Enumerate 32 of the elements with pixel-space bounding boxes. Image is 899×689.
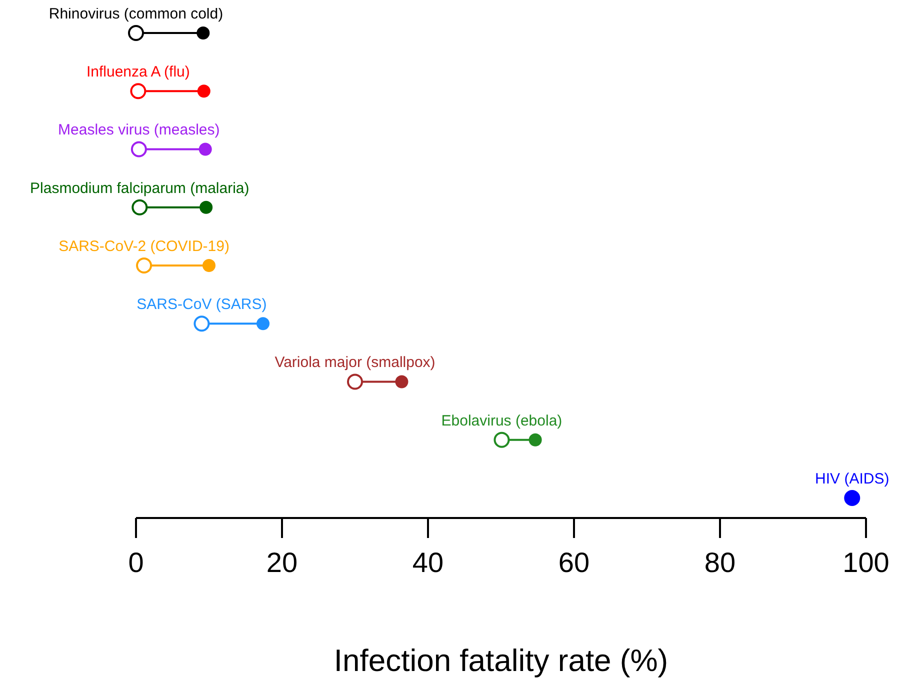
point [136, 258, 152, 274]
y-tick-label: Measles virus (measles) [58, 122, 220, 139]
y-tick-label: SARS-CoV-2 (COVID-19) [58, 238, 230, 255]
point [395, 375, 408, 388]
point [130, 83, 146, 100]
x-tick-label: 0 [128, 546, 144, 578]
y-tick-label: HIV (AIDS) [815, 470, 890, 488]
point [200, 200, 213, 214]
y-tick-label: Influenza A (flu) [86, 64, 190, 81]
point [528, 433, 542, 446]
point [197, 84, 210, 98]
x-tick-label: 100 [842, 546, 890, 578]
point [130, 141, 147, 158]
x-tick-label: 20 [266, 546, 298, 578]
point [132, 199, 148, 216]
x-tick-label: 80 [704, 546, 736, 578]
point [494, 432, 510, 448]
x-axis-title: Infection fatality rate (%) [334, 643, 668, 678]
point [194, 316, 210, 332]
y-tick-label: SARS-CoV (SARS) [136, 296, 267, 314]
x-tick-label: 60 [558, 546, 590, 578]
x-tick-label: 40 [412, 546, 444, 578]
point [128, 25, 144, 41]
point [202, 259, 216, 272]
y-tick-label: Plasmodium falciparum (malaria) [30, 180, 250, 197]
point [256, 317, 270, 330]
y-tick-label: Rhinovirus (common cold) [48, 5, 224, 22]
y-tick-label: Ebolavirus (ebola) [441, 412, 562, 430]
point [198, 142, 212, 156]
point [196, 26, 210, 40]
y-tick-label: Variola major (smallpox) [274, 354, 436, 372]
point [347, 374, 363, 390]
